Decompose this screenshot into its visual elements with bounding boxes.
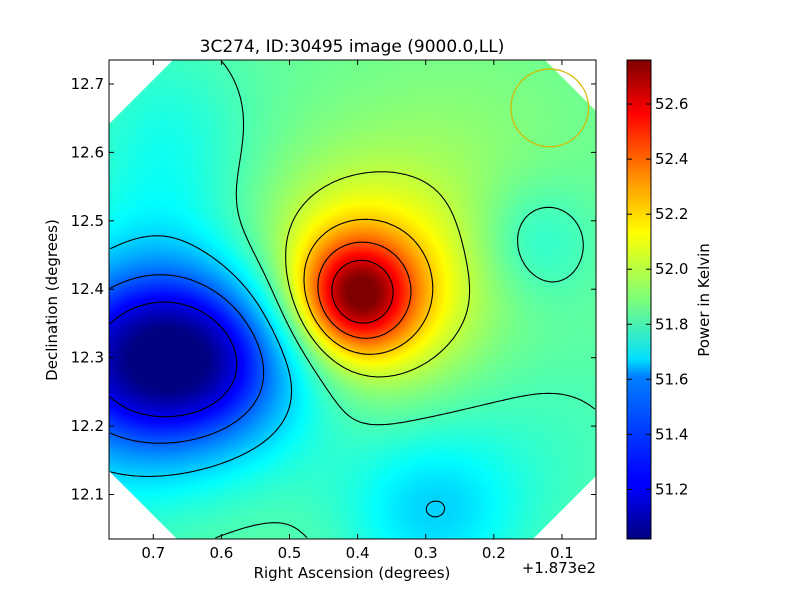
y-tick-label: 12.3: [71, 349, 104, 367]
y-tick-label: 12.5: [71, 212, 104, 230]
colorbar-tick-label: 52.6: [655, 95, 688, 113]
x-tick-label: 0.4: [346, 544, 370, 562]
x-tick-label: 0.1: [550, 544, 574, 562]
contour-line: [109, 301, 238, 418]
x-offset-label: +1.873e2: [522, 559, 596, 577]
y-tick-label: 12.2: [71, 417, 104, 435]
beam-circle: [510, 68, 590, 148]
colorbar-tick-label: 51.8: [655, 315, 688, 333]
x-tick-label: 0.6: [209, 544, 233, 562]
contour-line: [303, 218, 434, 355]
x-tick-label: 0.3: [414, 544, 438, 562]
blank-corner-bottom-left: [109, 471, 177, 539]
x-tick-label: 0.7: [141, 544, 165, 562]
contour-line: [215, 60, 596, 539]
y-tick-label: 12.7: [71, 75, 104, 93]
blank-corner-top-right: [545, 60, 596, 111]
colorbar-tick-label: 52.2: [655, 205, 688, 223]
colorbar-tick-label: 52.0: [655, 260, 688, 278]
y-tick-label: 12.6: [71, 143, 104, 161]
colorbar-label: Power in Kelvin: [695, 243, 713, 357]
y-tick-label: 12.4: [71, 280, 104, 298]
y-axis: 12.1 12.2 12.3 12.4 12.5 12.6 12.7: [71, 75, 596, 504]
y-tick-label: 12.1: [71, 486, 104, 504]
colorbar-tick-label: 51.2: [655, 480, 688, 498]
blank-corner-bottom-right: [533, 476, 596, 539]
contour-line: [331, 259, 394, 324]
contour-line: [109, 235, 446, 518]
x-tick-label: 0.5: [278, 544, 302, 562]
axes-frame: [108, 59, 597, 540]
colorbar-tick-label: 51.4: [655, 425, 688, 443]
colorbar-tick-label: 51.6: [655, 370, 688, 388]
x-axis-label: Right Ascension (degrees): [254, 564, 451, 582]
colorbar-ticks: 51.2 51.4 51.6 51.8 52.0 52.2 52.4 52.6: [627, 95, 688, 498]
contour-line: [285, 171, 471, 378]
colorbar-gradient: [626, 59, 652, 540]
x-axis: 0.7 0.6 0.5 0.4 0.3 0.2 0.1: [141, 60, 574, 562]
heatmap-image: [109, 60, 596, 539]
contour-line: [109, 274, 265, 444]
colorbar-tick-label: 52.4: [655, 150, 688, 168]
plot-area: [108, 59, 597, 540]
blank-corner-top-left: [109, 60, 173, 124]
contour-lines: [109, 60, 596, 539]
y-axis-label: Declination (degrees): [43, 219, 61, 381]
chart-title: 3C274, ID:30495 image (9000.0,LL): [200, 37, 505, 57]
colorbar: 51.2 51.4 51.6 51.8 52.0 52.2 52.4 52.6: [626, 59, 688, 540]
contour-line: [317, 241, 412, 339]
x-tick-label: 0.2: [482, 544, 506, 562]
